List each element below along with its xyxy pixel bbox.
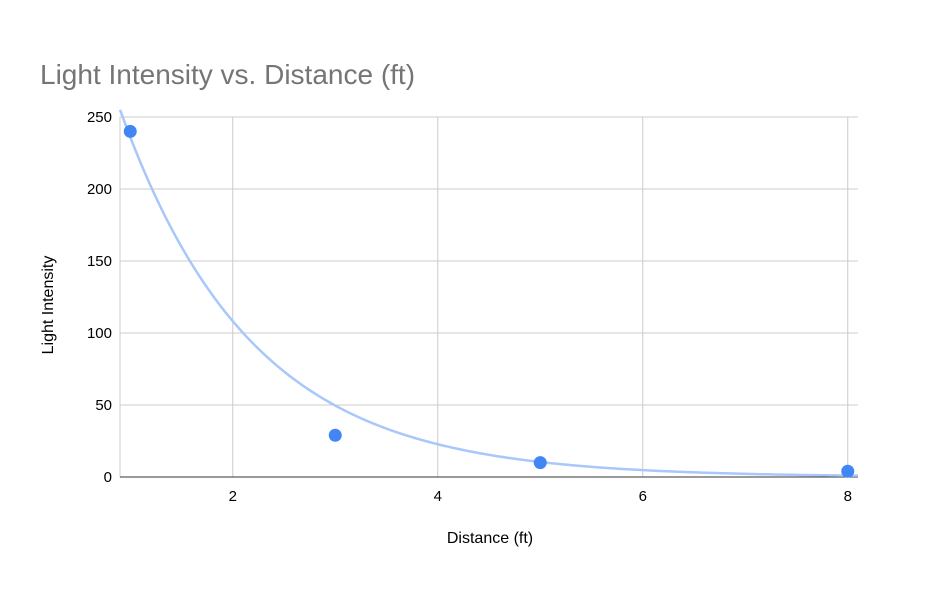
x-tick-label: 6 (639, 488, 647, 505)
y-tick-label: 250 (87, 109, 112, 126)
x-tick-label: 8 (844, 488, 852, 505)
data-point (533, 456, 547, 470)
y-tick-label: 200 (87, 181, 112, 198)
y-tick-label: 0 (104, 469, 112, 486)
chart-title: Light Intensity vs. Distance (ft) (40, 59, 415, 90)
y-axis-label: Light Intensity (40, 256, 57, 355)
data-points (123, 124, 855, 478)
grid-lines (119, 116, 858, 478)
tick-labels: 0 50 100 150 200 250 2 4 6 8 (87, 109, 852, 505)
x-tick-label: 2 (229, 488, 237, 505)
data-point (328, 428, 342, 442)
trendline (118, 109, 859, 477)
x-tick-label: 4 (434, 488, 442, 505)
trendline-group (118, 109, 859, 477)
data-point (123, 124, 137, 138)
y-tick-label: 50 (95, 397, 112, 414)
x-axis-label: Distance (ft) (447, 530, 533, 547)
y-tick-label: 150 (87, 253, 112, 270)
data-point (841, 464, 855, 478)
y-tick-label: 100 (87, 325, 112, 342)
